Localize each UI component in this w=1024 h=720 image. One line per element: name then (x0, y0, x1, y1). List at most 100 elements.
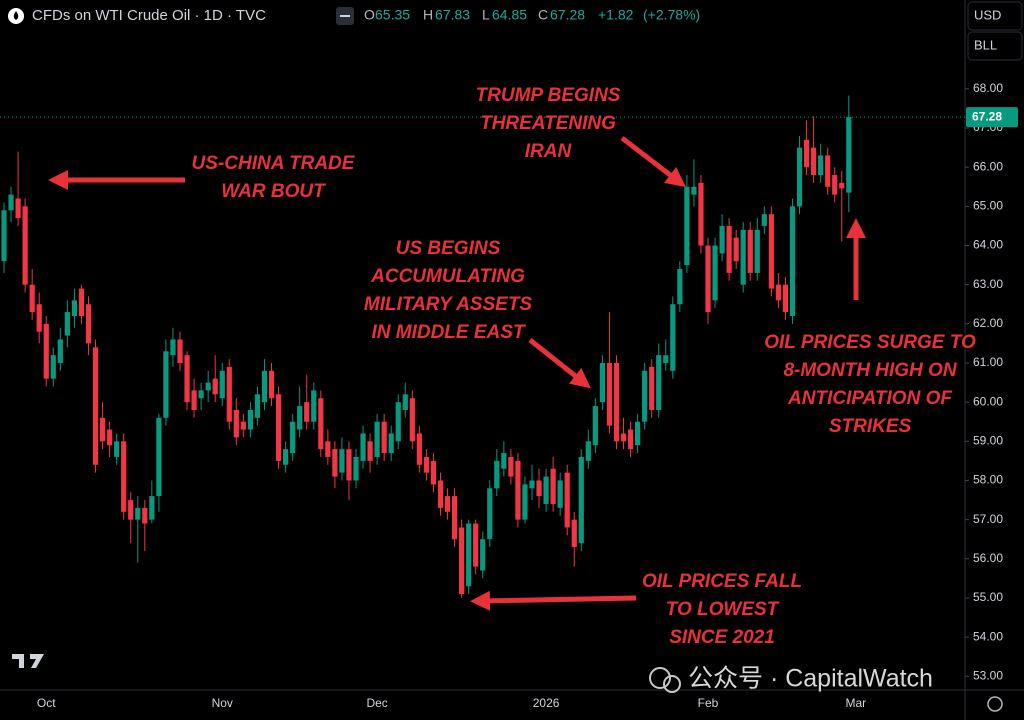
candle-body (318, 398, 324, 450)
candle-body (740, 229, 746, 285)
candle-body (423, 456, 429, 473)
candle-body (177, 339, 183, 363)
unit-button[interactable] (967, 31, 1023, 61)
close-letter: C (538, 7, 548, 23)
plot-area: 53.00 54.00 55.00 56.00 57.00 58.00 59.00 60.00… (0, 81, 1018, 710)
candle-body (114, 441, 120, 457)
candle-body (557, 480, 563, 508)
annotation: ANTICIPATION OF (787, 388, 953, 409)
x-tick-label: 2026 (533, 696, 560, 710)
candle-body (635, 421, 641, 446)
annotation: WAR BOUT (221, 181, 326, 202)
candle-body (374, 421, 380, 457)
currency: USD (974, 7, 1001, 22)
annotation: OIL PRICES FALL (642, 571, 802, 592)
candle-body (768, 214, 774, 289)
open-value: 65.35 (375, 7, 410, 23)
candle-body (585, 441, 591, 461)
candle-body (705, 245, 711, 313)
x-tick-label: Oct (37, 696, 56, 710)
candle-body (149, 496, 155, 520)
y-tick-label: 53.00 (973, 668, 1003, 682)
candle-body (846, 117, 852, 193)
candle-body (205, 382, 211, 391)
candle-body (64, 312, 70, 336)
candle-body (818, 155, 824, 176)
y-tick-label: 59.00 (973, 433, 1003, 447)
candle-body (57, 339, 63, 363)
y-tick-label: 55.00 (973, 590, 1003, 604)
candle-body (620, 433, 627, 442)
arrow (470, 590, 637, 611)
candle-body (107, 429, 113, 446)
settings-icon[interactable] (987, 696, 1003, 712)
y-tick-label: 57.00 (973, 512, 1003, 526)
y-tick-label: 58.00 (973, 473, 1003, 487)
candle-body (515, 460, 521, 520)
candle-body (761, 214, 767, 226)
candle-body (803, 139, 810, 168)
wechat-icon (663, 675, 681, 693)
x-tick-label: Nov (212, 696, 233, 710)
annotation: MILITARY ASSETS (364, 294, 533, 315)
candle-body (381, 421, 387, 454)
candle-body (733, 237, 739, 262)
candle-body (198, 390, 204, 399)
change: +1.82 (598, 7, 634, 23)
candle-body (480, 539, 486, 571)
candle-body (50, 355, 56, 379)
candle-body (43, 323, 49, 379)
candle-body (782, 284, 789, 313)
candle-body (684, 186, 690, 266)
candle-body (712, 245, 718, 301)
candle-body (578, 456, 584, 544)
candle-body (219, 370, 225, 399)
y-tick-label: 60.00 (973, 394, 1003, 408)
y-tick-label: 61.00 (973, 355, 1003, 369)
wechat-icon (649, 667, 671, 689)
candle-body (642, 370, 648, 422)
candle-body (606, 362, 613, 426)
candle-body (332, 449, 338, 477)
candle-body (353, 456, 359, 481)
candle-body (8, 194, 14, 211)
candle-body (283, 449, 289, 465)
candle-body (754, 229, 760, 273)
candle-body (135, 507, 141, 520)
annotation: 8-MONTH HIGH ON (783, 360, 957, 381)
candle-body (367, 441, 373, 461)
candle-body (163, 351, 169, 418)
y-tick-label: 68.00 (973, 81, 1003, 95)
annotation: SINCE 2021 (669, 627, 775, 648)
candle-body (36, 304, 42, 332)
candle-body (550, 468, 556, 504)
change-percent: (+2.78%) (643, 7, 700, 23)
candle-body (508, 456, 514, 477)
low-letter: L (482, 7, 490, 23)
candle-body (184, 355, 190, 403)
currency-button[interactable] (967, 1, 1023, 31)
candle-body (15, 198, 21, 219)
candle-body (501, 453, 507, 469)
candle-body (290, 421, 296, 454)
last-price-label: 67.28 (972, 109, 1002, 123)
candle-body (698, 182, 704, 246)
annotation: ACCUMULATING (370, 266, 525, 287)
candle-body (275, 394, 282, 461)
candle-body (339, 449, 345, 473)
candle-body (536, 480, 542, 497)
candle-body (226, 366, 232, 422)
candle-body (627, 429, 634, 450)
candle-body (402, 394, 408, 410)
candle-body (649, 366, 655, 410)
arrow (620, 136, 686, 188)
candle-body (444, 496, 451, 512)
annotation: IN MIDDLE EAST (371, 322, 525, 343)
candle-body (543, 476, 549, 504)
candle-body (719, 225, 725, 254)
candle-body (775, 284, 781, 301)
candle-body (459, 527, 465, 595)
candle-body (85, 304, 92, 344)
candle-body (22, 206, 28, 285)
